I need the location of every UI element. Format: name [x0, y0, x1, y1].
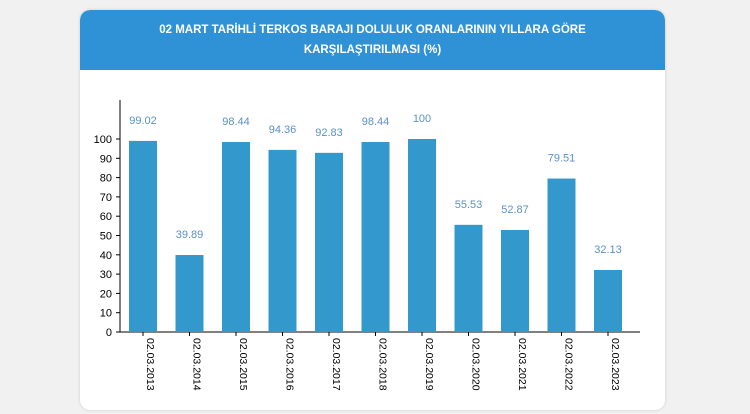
- bar: [175, 255, 204, 332]
- data-label: 55.53: [455, 199, 483, 211]
- bar: [547, 178, 576, 332]
- bar: [361, 142, 390, 332]
- y-tick-label: 30: [100, 269, 112, 281]
- data-label: 94.36: [269, 124, 297, 136]
- y-tick-label: 0: [106, 327, 112, 339]
- data-label: 79.51: [548, 153, 576, 165]
- x-tick-label: 02.03.2023: [609, 338, 621, 391]
- data-label: 52.87: [501, 204, 529, 216]
- y-tick-label: 70: [100, 192, 112, 204]
- y-tick-label: 10: [100, 308, 112, 320]
- x-tick-label: 02.03.2022: [563, 338, 575, 391]
- chart-title: 02 MART TARİHLİ TERKOS BARAJI DOLULUK OR…: [159, 24, 586, 56]
- chart-card: 02 MART TARİHLİ TERKOS BARAJI DOLULUK OR…: [80, 10, 665, 410]
- y-tick-label: 20: [100, 288, 112, 300]
- bar: [501, 229, 529, 332]
- data-label: 92.83: [315, 127, 343, 139]
- y-tick-label: 50: [100, 231, 112, 243]
- x-tick-label: 02.03.2021: [516, 338, 528, 391]
- x-tick-label: 02.03.2015: [237, 338, 249, 391]
- bar: [129, 140, 157, 332]
- x-tick-label: 02.03.2014: [191, 338, 203, 391]
- y-tick-label: 90: [100, 153, 112, 165]
- y-tick-label: 40: [100, 250, 112, 262]
- bar-chart: 0 10 20 30 40 50 60 70 80 90 100 99.02 02.03.2013 39.…: [94, 100, 640, 391]
- bar: [408, 139, 436, 332]
- bar: [315, 152, 343, 332]
- data-label: 32.13: [594, 244, 622, 256]
- x-tick-label: 02.03.2017: [330, 338, 342, 391]
- y-tick-label: 80: [100, 173, 112, 185]
- x-tick-label: 02.03.2013: [144, 338, 156, 391]
- data-label: 99.02: [129, 115, 157, 127]
- x-tick-label: 02.03.2016: [284, 338, 296, 391]
- x-tick-label: 02.03.2018: [377, 338, 389, 391]
- x-tick-label: 02.03.2020: [470, 338, 482, 391]
- bar: [594, 269, 622, 332]
- chart-header: 02 MART TARİHLİ TERKOS BARAJI DOLULUK OR…: [80, 10, 665, 70]
- y-tick-label: 60: [100, 211, 112, 223]
- data-label: 39.89: [176, 229, 204, 241]
- bar: [268, 149, 297, 332]
- data-label: 100: [413, 113, 431, 125]
- x-tick-label: 02.03.2019: [423, 338, 435, 391]
- data-label: 98.44: [362, 116, 390, 128]
- bar: [454, 224, 483, 332]
- bar: [222, 142, 250, 332]
- data-label: 98.44: [222, 116, 250, 128]
- y-tick-label: 100: [94, 134, 112, 146]
